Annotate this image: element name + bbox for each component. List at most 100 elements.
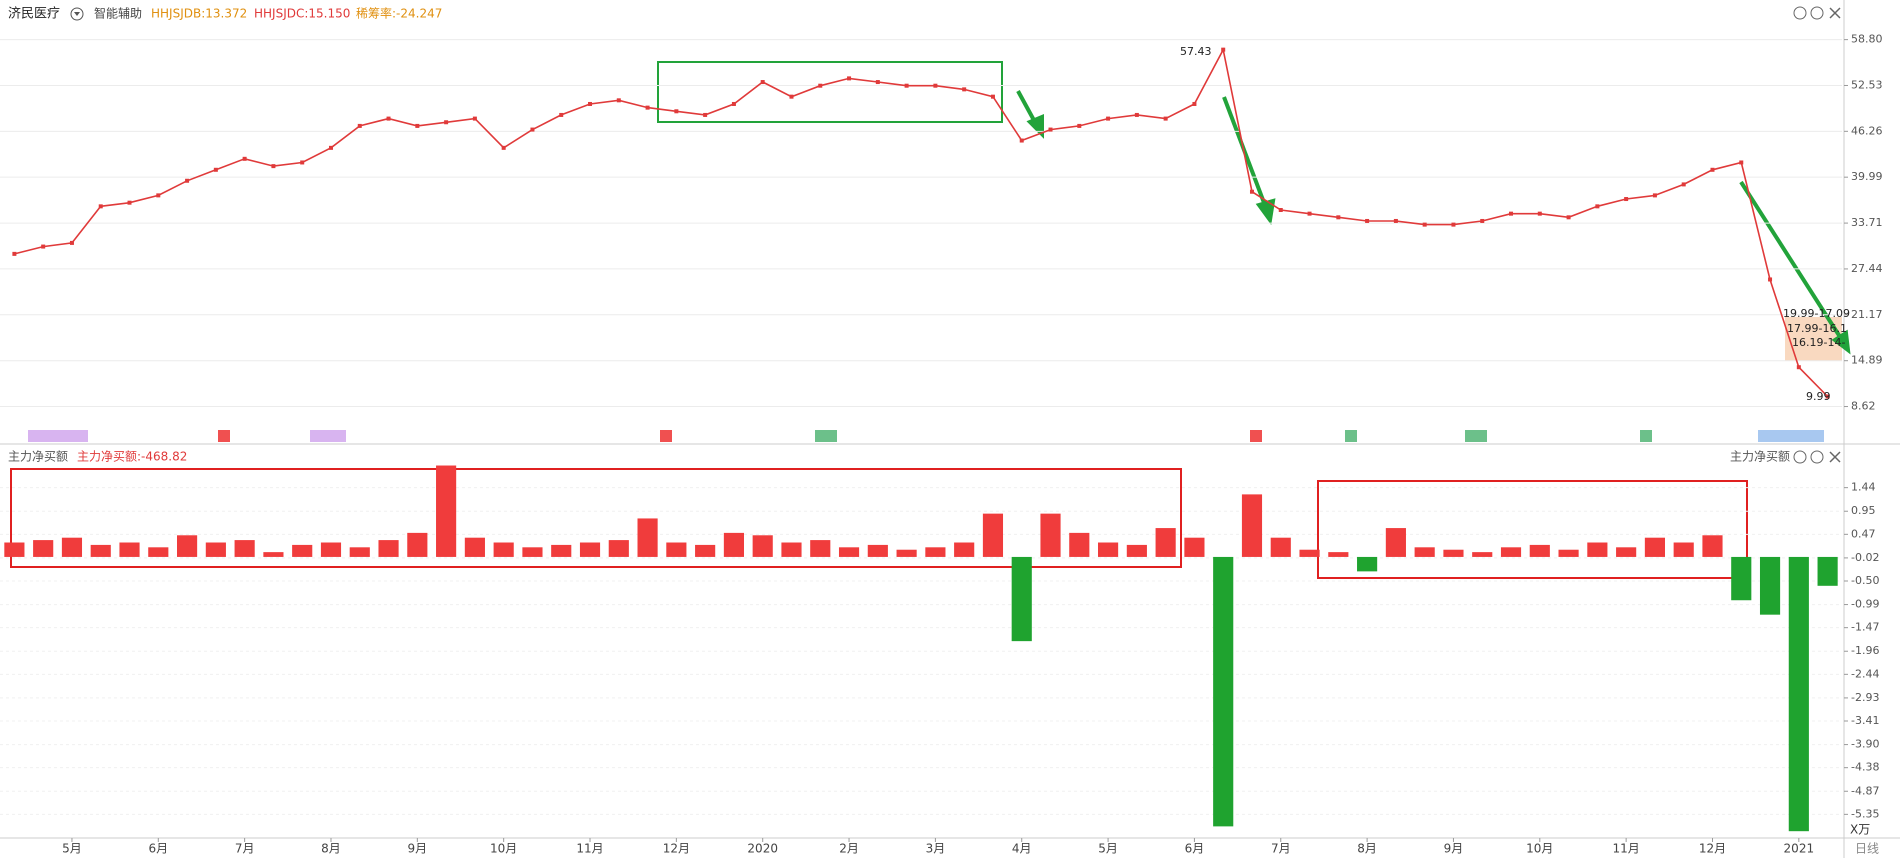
price-point [357, 123, 362, 128]
net-buy-bar [1529, 544, 1550, 557]
event-tag[interactable] [310, 430, 346, 442]
price-point [1624, 197, 1629, 202]
x-tick-label: 12月 [663, 842, 690, 856]
arrow [1739, 180, 1844, 342]
x-tick-label: 8月 [321, 842, 341, 856]
net-buy-bar [695, 544, 716, 557]
x-tick-label: 3月 [926, 842, 946, 856]
hhjsjdb: HHJSJDB:13.372 [151, 7, 247, 21]
price-point [1825, 394, 1830, 399]
price-point [41, 244, 46, 249]
net-buy-bar [1213, 556, 1234, 827]
net-buy-bar [1587, 542, 1608, 557]
y-tick-label: -1.96 [1851, 644, 1879, 657]
price-point [12, 251, 17, 256]
event-tag[interactable] [815, 430, 837, 442]
net-buy-bar [781, 542, 802, 557]
net-buy-bar [1011, 556, 1032, 642]
trend-arrows [1016, 90, 1851, 355]
arrow [1016, 90, 1038, 125]
price-point [386, 116, 391, 121]
event-tag[interactable] [218, 430, 230, 442]
toolbar [1793, 6, 1841, 464]
price-point [1509, 211, 1514, 216]
net-buy-bar [838, 547, 860, 557]
price-point [1566, 215, 1571, 220]
x-tick-label: 6月 [148, 842, 168, 856]
price-point [875, 80, 880, 85]
price-point [818, 83, 823, 88]
x-tick-label: 7月 [1271, 842, 1291, 856]
y-tick-label: 0.47 [1851, 527, 1876, 540]
highlight-box [10, 468, 1182, 568]
net-buy-bar [407, 532, 428, 557]
price-point [1278, 208, 1283, 212]
price-point [185, 178, 190, 183]
net-buy-bar [1731, 556, 1752, 601]
close-icon-2[interactable] [1829, 451, 1841, 463]
price-point [904, 83, 909, 88]
event-tag[interactable] [28, 430, 88, 442]
y-tick-label: 1.44 [1851, 481, 1876, 494]
settings-icon-2[interactable] [1793, 450, 1807, 464]
price-point [847, 76, 852, 81]
price-point [1077, 123, 1082, 128]
price-point [1451, 222, 1456, 227]
net-buy-bar [1241, 494, 1263, 557]
help-icon[interactable] [1810, 6, 1824, 20]
x-tick-label: 2021 [1784, 842, 1815, 856]
event-tag[interactable] [1465, 430, 1487, 442]
net-buy-bar [925, 547, 946, 557]
close-icon[interactable] [1829, 7, 1841, 19]
net-buy-bar [579, 542, 601, 557]
event-tags [28, 430, 1824, 442]
panel-title: 主力净买额 [8, 450, 68, 464]
price-point [1422, 222, 1427, 227]
y-tick-label: -5.35 [1851, 807, 1879, 820]
y-tick-label: -0.50 [1851, 574, 1879, 587]
event-tag[interactable] [1345, 430, 1357, 442]
net-buy-bar [982, 513, 1004, 557]
price-point [789, 94, 794, 99]
help-icon-2[interactable] [1810, 450, 1824, 464]
net-buy-bar [33, 540, 54, 557]
net-buy-bar [1040, 513, 1061, 557]
x-tick-label: 9月 [1444, 842, 1464, 856]
period-label[interactable]: 日线 [1855, 842, 1879, 856]
price-point [530, 127, 535, 132]
x-tick-label: 5月 [1098, 842, 1118, 856]
arrow-head [1255, 198, 1276, 226]
net-buy-bar [810, 540, 831, 557]
net-buy-bar [1558, 549, 1579, 557]
y-tick-label: 14.89 [1851, 354, 1883, 367]
x-tick-label: 7月 [235, 842, 255, 856]
indicator-name: 智能辅助 [94, 6, 142, 21]
stock-name: 济民医疗 [8, 7, 60, 22]
highlight-box [657, 61, 1003, 123]
price-point [242, 156, 247, 161]
y-tick-label: -4.38 [1851, 761, 1879, 774]
price-point [645, 105, 650, 110]
dropdown-icon[interactable] [70, 7, 84, 21]
x-tick-label: 10月 [490, 842, 517, 856]
x-tick-label: 9月 [408, 842, 428, 856]
net-buy-bar [464, 537, 485, 557]
price-point [472, 116, 477, 121]
y-tick-label: 27.44 [1851, 262, 1883, 275]
price-point [731, 101, 736, 106]
event-tag[interactable] [660, 430, 672, 442]
net-buy-bar [752, 535, 773, 557]
net-buy-bar [1270, 537, 1291, 557]
event-tag[interactable] [1250, 430, 1262, 442]
settings-icon[interactable] [1793, 6, 1807, 20]
net-buy-bar [1500, 547, 1522, 557]
dropdown-arrow [74, 12, 80, 16]
x-tick-label: 8月 [1357, 842, 1377, 856]
price-point [1365, 218, 1370, 223]
net-buy-bar [292, 544, 313, 557]
event-tag[interactable] [1640, 430, 1652, 442]
y-tick-label: 58.80 [1851, 33, 1883, 46]
event-tag[interactable] [1758, 430, 1824, 442]
